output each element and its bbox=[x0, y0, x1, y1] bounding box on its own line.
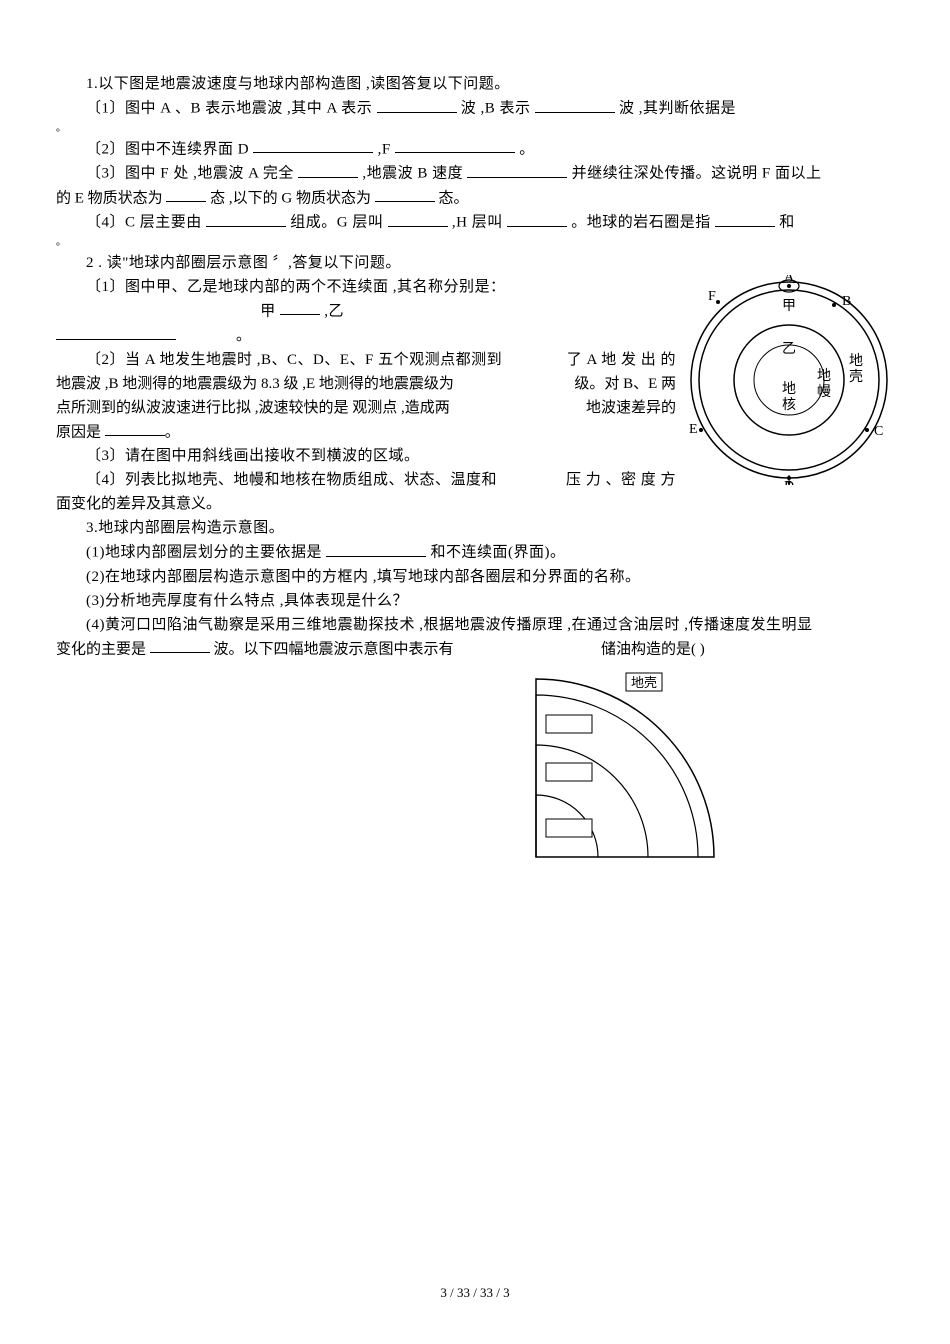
svg-text:E: E bbox=[689, 422, 698, 437]
q3-sub2: (2)在地球内部圈层构造示意图中的方框内 ,填写地球内部各圈层和分界面的名称。 bbox=[56, 565, 894, 589]
q1-s3b: ,地震波 B 速度 bbox=[362, 166, 463, 182]
svg-text:地: 地 bbox=[849, 353, 863, 369]
q1-s4c: ,H 层叫 bbox=[452, 215, 503, 231]
svg-text:F: F bbox=[708, 289, 716, 304]
svg-text:C: C bbox=[874, 424, 883, 439]
q1-s2b: ,F bbox=[378, 141, 391, 157]
earth-diagram-svg: A B C D E F 甲 乙 地 核 地 幔 地 壳 bbox=[684, 275, 894, 485]
q2-intro: 2 . 读"地球内部圈层示意图 〞,答复以下问题。 bbox=[56, 251, 894, 275]
blank bbox=[253, 137, 373, 154]
q1-s1c: 波 ,其判断依据是 bbox=[619, 101, 736, 117]
blank bbox=[377, 96, 457, 113]
blank bbox=[206, 210, 286, 227]
quarter-svg: 地壳 bbox=[526, 667, 726, 867]
q3-sub1: (1)地球内部圈层划分的主要依据是 和不连续面(界面)。 bbox=[56, 540, 894, 565]
q3-sub4b: 变化的主要是 波。以下四幅地震波示意图中表示有 储油构造的是( ) bbox=[56, 637, 894, 662]
q2-s1c: ,乙 bbox=[324, 303, 344, 319]
q3-sub3: (3)分析地壳厚度有什么特点 ,具体表现是什么？ bbox=[56, 589, 894, 613]
page-content: 1.以下图是地震波速度与地球内部构造图 ,读图答复以下问题。 〔1〕图中 A 、… bbox=[56, 72, 894, 875]
blank bbox=[105, 420, 165, 437]
q2-s2c: 地震波 ,B 地测得的地震震级为 8.3 级 ,E 地测得的地震震级为 bbox=[56, 376, 454, 392]
svg-text:幔: 幔 bbox=[817, 384, 831, 400]
q1-sub3b: 的 E 物质状态为 态 ,以下的 G 物质状态为 态。 bbox=[56, 186, 894, 211]
blank bbox=[467, 161, 567, 178]
q1-s1a: 〔1〕图中 A 、B 表示地震波 ,其中 A 表示 bbox=[86, 101, 372, 117]
blank bbox=[298, 161, 358, 178]
blank bbox=[326, 540, 426, 557]
blank bbox=[166, 186, 206, 203]
q1-s3d: 的 E 物质状态为 bbox=[56, 190, 163, 206]
q1-s4e: 和 bbox=[779, 215, 795, 231]
q1-sub2: 〔2〕图中不连续界面 D ,F 。 bbox=[56, 137, 894, 162]
q1-sub4: 〔4〕C 层主要由 组成。G 层叫 ,H 层叫 。地球的岩石圈是指 和 bbox=[56, 210, 894, 235]
q2-sub4b: 面变化的差异及其意义。 bbox=[56, 492, 894, 516]
period: 。 bbox=[56, 235, 894, 251]
q3-s4c: 波。以下四幅地震波示意图中表示有 bbox=[214, 641, 454, 657]
q1-s4a: 〔4〕C 层主要由 bbox=[86, 215, 202, 231]
q1-sub1: 〔1〕图中 A 、B 表示地震波 ,其中 A 表示 波 ,B 表示 波 ,其判断… bbox=[56, 96, 894, 121]
q1-sub3a: 〔3〕图中 F 处 ,地震波 A 完全 ,地震波 B 速度 并继续往深处传播。这… bbox=[56, 161, 894, 186]
earth-layers-diagram: A B C D E F 甲 乙 地 核 地 幔 地 壳 bbox=[684, 275, 894, 493]
q1-s1b: 波 ,B 表示 bbox=[461, 101, 531, 117]
quarter-diagram: 地壳 bbox=[526, 667, 894, 875]
q1-intro: 1.以下图是地震波速度与地球内部构造图 ,读图答复以下问题。 bbox=[56, 72, 894, 96]
blank bbox=[388, 210, 448, 227]
q1-s3f: 态。 bbox=[439, 190, 469, 206]
svg-text:乙: 乙 bbox=[782, 341, 796, 357]
blank bbox=[280, 299, 320, 316]
q2-s1a: 〔1〕图中甲、乙是地球内部的两个不连续面 ,其名称分别是： bbox=[86, 279, 506, 295]
blank bbox=[715, 210, 775, 227]
q1-s4d: 。地球的岩石圈是指 bbox=[571, 215, 711, 231]
q2-s2g: 原因是 bbox=[56, 424, 101, 440]
q3-sub4a: (4)黄河口凹陷油气勘察是采用三维地震勘探技术 ,根据地震波传播原理 ,在通过含… bbox=[56, 613, 894, 637]
q2-s4b: 压 力 、密 度 方 bbox=[536, 468, 676, 492]
q2-s4a: 〔4〕列表比拟地壳、地幔和地核在物质组成、状态、温度和 bbox=[86, 472, 497, 488]
dike-label: 地壳 bbox=[631, 675, 657, 690]
q1-s4b: 组成。G 层叫 bbox=[290, 215, 383, 231]
q3-s4d: 储油构造的是( ) bbox=[601, 641, 705, 657]
svg-text:核: 核 bbox=[782, 397, 796, 413]
svg-text:B: B bbox=[842, 294, 851, 309]
blank bbox=[56, 323, 176, 340]
svg-text:甲: 甲 bbox=[782, 299, 796, 314]
q3-s1: (1)地球内部圈层划分的主要依据是 bbox=[86, 545, 322, 561]
svg-text:地: 地 bbox=[817, 368, 831, 384]
q1-s3e: 态 ,以下的 G 物质状态为 bbox=[210, 190, 371, 206]
q1-s3a: 〔3〕图中 F 处 ,地震波 A 完全 bbox=[86, 166, 294, 182]
blank bbox=[507, 210, 567, 227]
q3-intro: 3.地球内部圈层构造示意图。 bbox=[56, 516, 894, 540]
q2-s2d: 级。对 B、E 两 bbox=[574, 372, 676, 396]
q2-s2a: 〔2〕当 A 地发生地震时 ,B、C、D、E、F 五个观测点都测到 bbox=[86, 352, 502, 368]
q2-s2f: 地波速差异的 bbox=[586, 396, 676, 420]
period: 。 bbox=[519, 141, 535, 157]
q3-s1b: 和不连续面(界面)。 bbox=[431, 545, 566, 561]
q1-s3c: 并继续往深处传播。这说明 F 面以上 bbox=[572, 166, 822, 182]
q1-s2a: 〔2〕图中不连续界面 D bbox=[86, 141, 249, 157]
q2-s2b: 了 A 地 发 出 的 bbox=[537, 348, 676, 372]
q2-s1b: 甲 bbox=[260, 303, 276, 319]
blank bbox=[150, 637, 210, 654]
svg-text:壳: 壳 bbox=[849, 368, 863, 385]
svg-text:A: A bbox=[784, 275, 795, 285]
period: 。 bbox=[56, 121, 894, 137]
page-footer: 3 / 33 / 33 / 3 bbox=[0, 1283, 950, 1304]
q2-s2e: 点所测到的纵波波速进行比拟 ,波速较快的是 观测点 ,造成两 bbox=[56, 400, 450, 416]
blank bbox=[375, 186, 435, 203]
blank bbox=[395, 137, 515, 154]
q3-s4b: 变化的主要是 bbox=[56, 641, 146, 657]
svg-text:地: 地 bbox=[782, 381, 796, 397]
blank bbox=[535, 96, 615, 113]
